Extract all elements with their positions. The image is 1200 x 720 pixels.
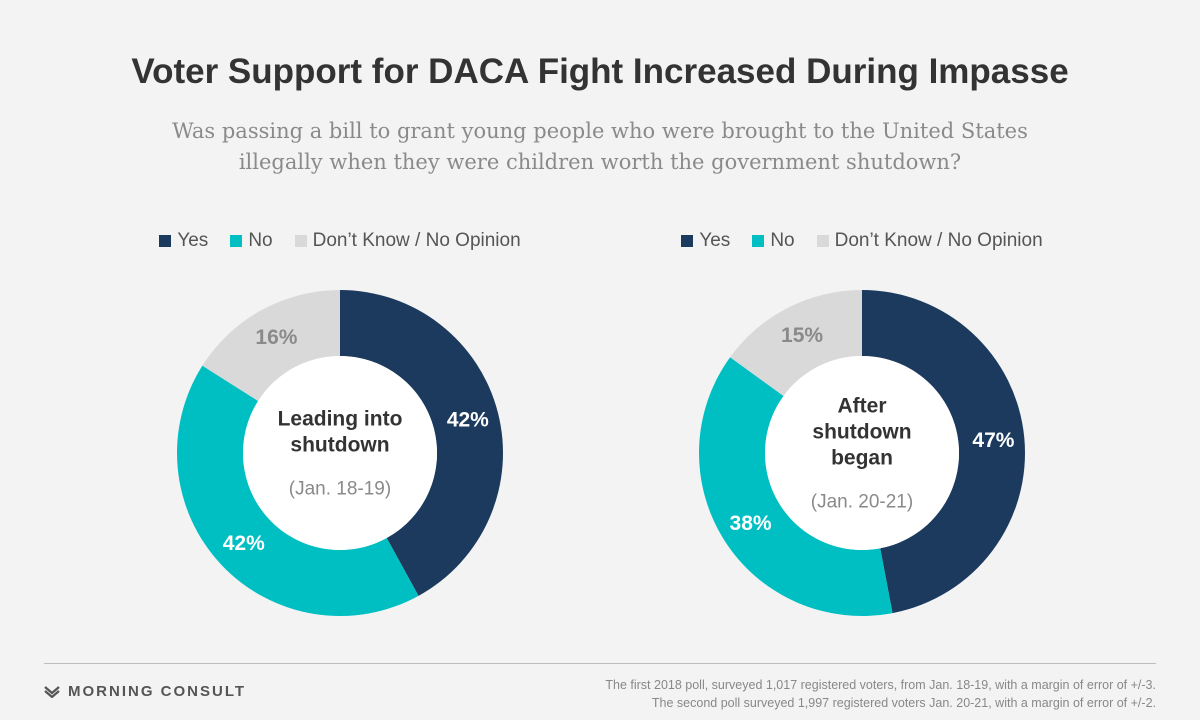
legend-item-yes: Yes [159, 230, 208, 252]
donut-svg: 42% 42% 16% Leading into shutdown (Jan. 18-19… [177, 290, 504, 616]
center-title-line-2: shutdown [812, 421, 911, 444]
slice-no [177, 365, 419, 616]
center-title-line-1: Leading into [278, 408, 403, 431]
slice-no [699, 357, 893, 616]
center-title-line-3: began [831, 447, 893, 470]
center-title-line-2: shutdown [290, 434, 389, 457]
methodology-note: The first 2018 poll, surveyed 1,017 regi… [605, 676, 1156, 712]
donut-svg: 47% 38% 15% After shutdown began (Jan. 20-21) [699, 290, 1025, 616]
legend-swatch-dont-know [294, 235, 307, 247]
slice-label-no: 38% [730, 512, 772, 535]
footer-divider [44, 663, 1156, 664]
legend-label-dont-know: Don’t Know / No Opinion [834, 230, 1043, 251]
slice-label-dont-know: 16% [255, 326, 297, 349]
donut-hole [765, 356, 959, 550]
legend-item-dont-know: Don’t Know / No Opinion [294, 230, 521, 252]
donut-chart-after: Yes No Don’t Know / No Opinion 47% 38% 15%… [652, 225, 1072, 645]
legend-swatch-yes [681, 235, 694, 247]
legend: Yes No Don’t Know / No Opinion [652, 230, 1072, 252]
donut-chart-leading: Yes No Don’t Know / No Opinion 42% 42% 16%… [130, 225, 550, 645]
center-date-range: (Jan. 18-19) [289, 479, 391, 500]
donut-hole [243, 356, 437, 550]
legend-item-no: No [230, 230, 273, 252]
morning-consult-logo-icon [44, 685, 60, 698]
center-date-range: (Jan. 20-21) [811, 492, 913, 513]
legend-item-dont-know: Don’t Know / No Opinion [816, 230, 1043, 252]
legend-label-dont-know: Don’t Know / No Opinion [312, 230, 521, 251]
center-title-line-1: After [837, 395, 886, 418]
brand-name: MORNING CONSULT [68, 683, 247, 700]
legend-swatch-dont-know [816, 235, 829, 247]
chart-subtitle: Was passing a bill to grant young people… [172, 119, 1028, 174]
slice-yes [340, 290, 504, 596]
legend-swatch-no [752, 235, 765, 247]
slice-label-no: 42% [223, 532, 265, 555]
legend-swatch-yes [159, 235, 172, 247]
legend: Yes No Don’t Know / No Opinion [130, 230, 550, 252]
methodology-note-line-1: The first 2018 poll, surveyed 1,017 regi… [605, 678, 1156, 692]
slice-dont-know [202, 290, 340, 402]
chart-title: Voter Support for DACA Fight Increased D… [131, 52, 1069, 91]
slice-label-yes: 42% [447, 409, 489, 432]
legend-item-yes: Yes [681, 230, 730, 252]
slice-dont-know [730, 290, 862, 396]
legend-swatch-no [230, 235, 243, 247]
legend-item-no: No [752, 230, 795, 252]
slice-yes [862, 290, 1025, 614]
legend-label-no: No [770, 230, 795, 251]
legend-label-yes: Yes [699, 230, 731, 251]
methodology-note-line-2: The second poll surveyed 1,997 registere… [651, 696, 1156, 710]
brand-logo: MORNING CONSULT [44, 683, 246, 700]
legend-label-yes: Yes [177, 230, 209, 251]
slice-label-dont-know: 15% [781, 324, 823, 347]
legend-label-no: No [248, 230, 273, 251]
slice-label-yes: 47% [972, 429, 1014, 452]
